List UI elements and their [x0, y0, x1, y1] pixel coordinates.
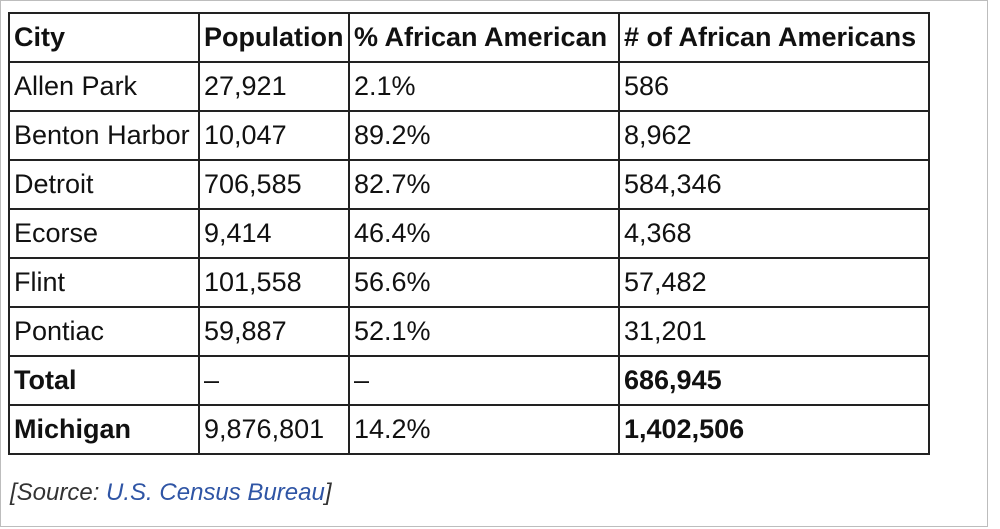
cell-city: Allen Park	[8, 61, 200, 112]
cell-count: 584,346	[618, 159, 930, 210]
source-suffix: ]	[324, 479, 332, 506]
cell-population: 706,585	[198, 159, 350, 210]
cell-city: Benton Harbor	[8, 110, 200, 161]
cell-percent: 52.1%	[348, 306, 620, 357]
source-prefix: [Source:	[10, 479, 107, 506]
table-header-row: City Population % African American # of …	[8, 12, 930, 63]
column-header-number-african-americans: # of African Americans	[618, 12, 930, 63]
table-row: Benton Harbor 10,047 89.2% 8,962	[8, 110, 930, 161]
table-row: Ecorse 9,414 46.4% 4,368	[8, 208, 930, 259]
cell-percent: 82.7%	[348, 159, 620, 210]
table-row: Pontiac 59,887 52.1% 31,201	[8, 306, 930, 357]
cell-city: Pontiac	[8, 306, 200, 357]
table-row: Detroit 706,585 82.7% 584,346	[8, 159, 930, 210]
census-table: City Population % African American # of …	[8, 12, 930, 455]
cell-count: 31,201	[618, 306, 930, 357]
cell-count: 8,962	[618, 110, 930, 161]
cell-count: 4,368	[618, 208, 930, 259]
table-row: Allen Park 27,921 2.1% 586	[8, 61, 930, 112]
cell-city: Michigan	[8, 404, 200, 455]
column-header-percent-african-american: % African American	[348, 12, 620, 63]
cell-population: 59,887	[198, 306, 350, 357]
cell-count: 1,402,506	[618, 404, 930, 455]
cell-population: 27,921	[198, 61, 350, 112]
cell-percent: –	[348, 355, 620, 406]
cell-count: 586	[618, 61, 930, 112]
cell-city: Ecorse	[8, 208, 200, 259]
cell-city: Flint	[8, 257, 200, 308]
cell-count: 57,482	[618, 257, 930, 308]
cell-population: 9,876,801	[198, 404, 350, 455]
cell-percent: 89.2%	[348, 110, 620, 161]
cell-population: 9,414	[198, 208, 350, 259]
cell-percent: 46.4%	[348, 208, 620, 259]
cell-percent: 2.1%	[348, 61, 620, 112]
total-row: Total – – 686,945	[8, 355, 930, 406]
cell-population: 10,047	[198, 110, 350, 161]
column-header-city: City	[8, 12, 200, 63]
table-row: Flint 101,558 56.6% 57,482	[8, 257, 930, 308]
cell-population: –	[198, 355, 350, 406]
cell-percent: 56.6%	[348, 257, 620, 308]
source-caption: [Source: U.S. Census Bureau]	[10, 479, 332, 507]
cell-count: 686,945	[618, 355, 930, 406]
cell-population: 101,558	[198, 257, 350, 308]
census-bureau-link[interactable]: U.S. Census Bureau	[106, 479, 325, 506]
cell-percent: 14.2%	[348, 404, 620, 455]
column-header-population: Population	[198, 12, 350, 63]
michigan-row: Michigan 9,876,801 14.2% 1,402,506	[8, 404, 930, 455]
cell-city: Detroit	[8, 159, 200, 210]
cell-city: Total	[8, 355, 200, 406]
